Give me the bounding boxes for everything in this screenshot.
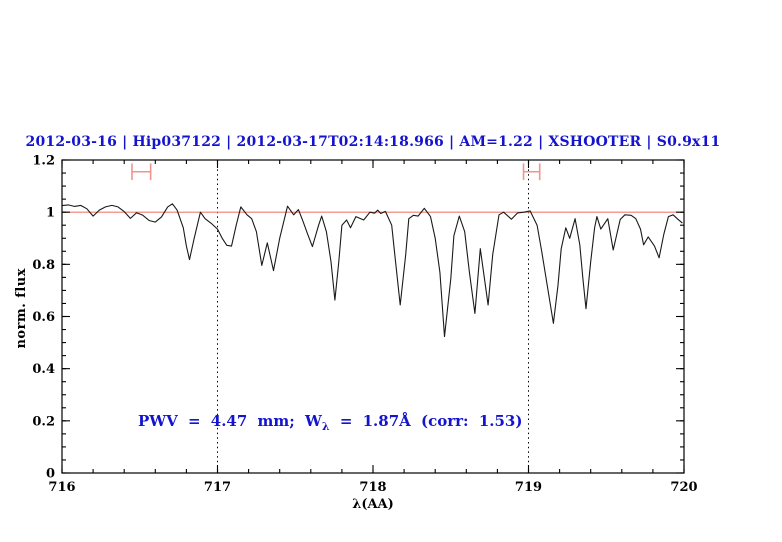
x-tick-label: 716 [48,480,75,495]
pwv-annotation-text-2: = 1.87Å (corr: 1.53) [329,412,523,430]
pwv-annotation-text: PWV = 4.47 mm; W [138,412,322,430]
y-tick-label: 0.4 [32,362,55,377]
x-tick-label: 717 [204,480,231,495]
plot-header: 2012-03-16 | Hip037122 | 2012-03-17T02:1… [0,134,746,150]
y-tick-label: 0.6 [32,310,55,325]
y-tick-label: 1 [46,206,55,221]
y-axis-label: norm. flux [14,268,29,349]
y-tick-label: 0 [46,467,55,482]
x-axis-label: λ(AA) [352,497,394,512]
page-title: 2012-03-16 | Hip037122 | 2012-03-17T02:1… [25,134,721,150]
x-tick-label: 718 [359,480,386,495]
pwv-annotation: PWV = 4.47 mm; Wλ = 1.87Å (corr: 1.53) [138,412,522,433]
spectrum-curve [61,203,683,338]
y-tick-label: 0.8 [32,258,55,273]
y-tick-label: 0.2 [32,414,55,429]
lambda-subscript: λ [321,420,330,433]
x-tick-label: 720 [670,480,697,495]
x-tick-label: 719 [515,480,542,495]
y-tick-label: 1.2 [32,154,55,169]
